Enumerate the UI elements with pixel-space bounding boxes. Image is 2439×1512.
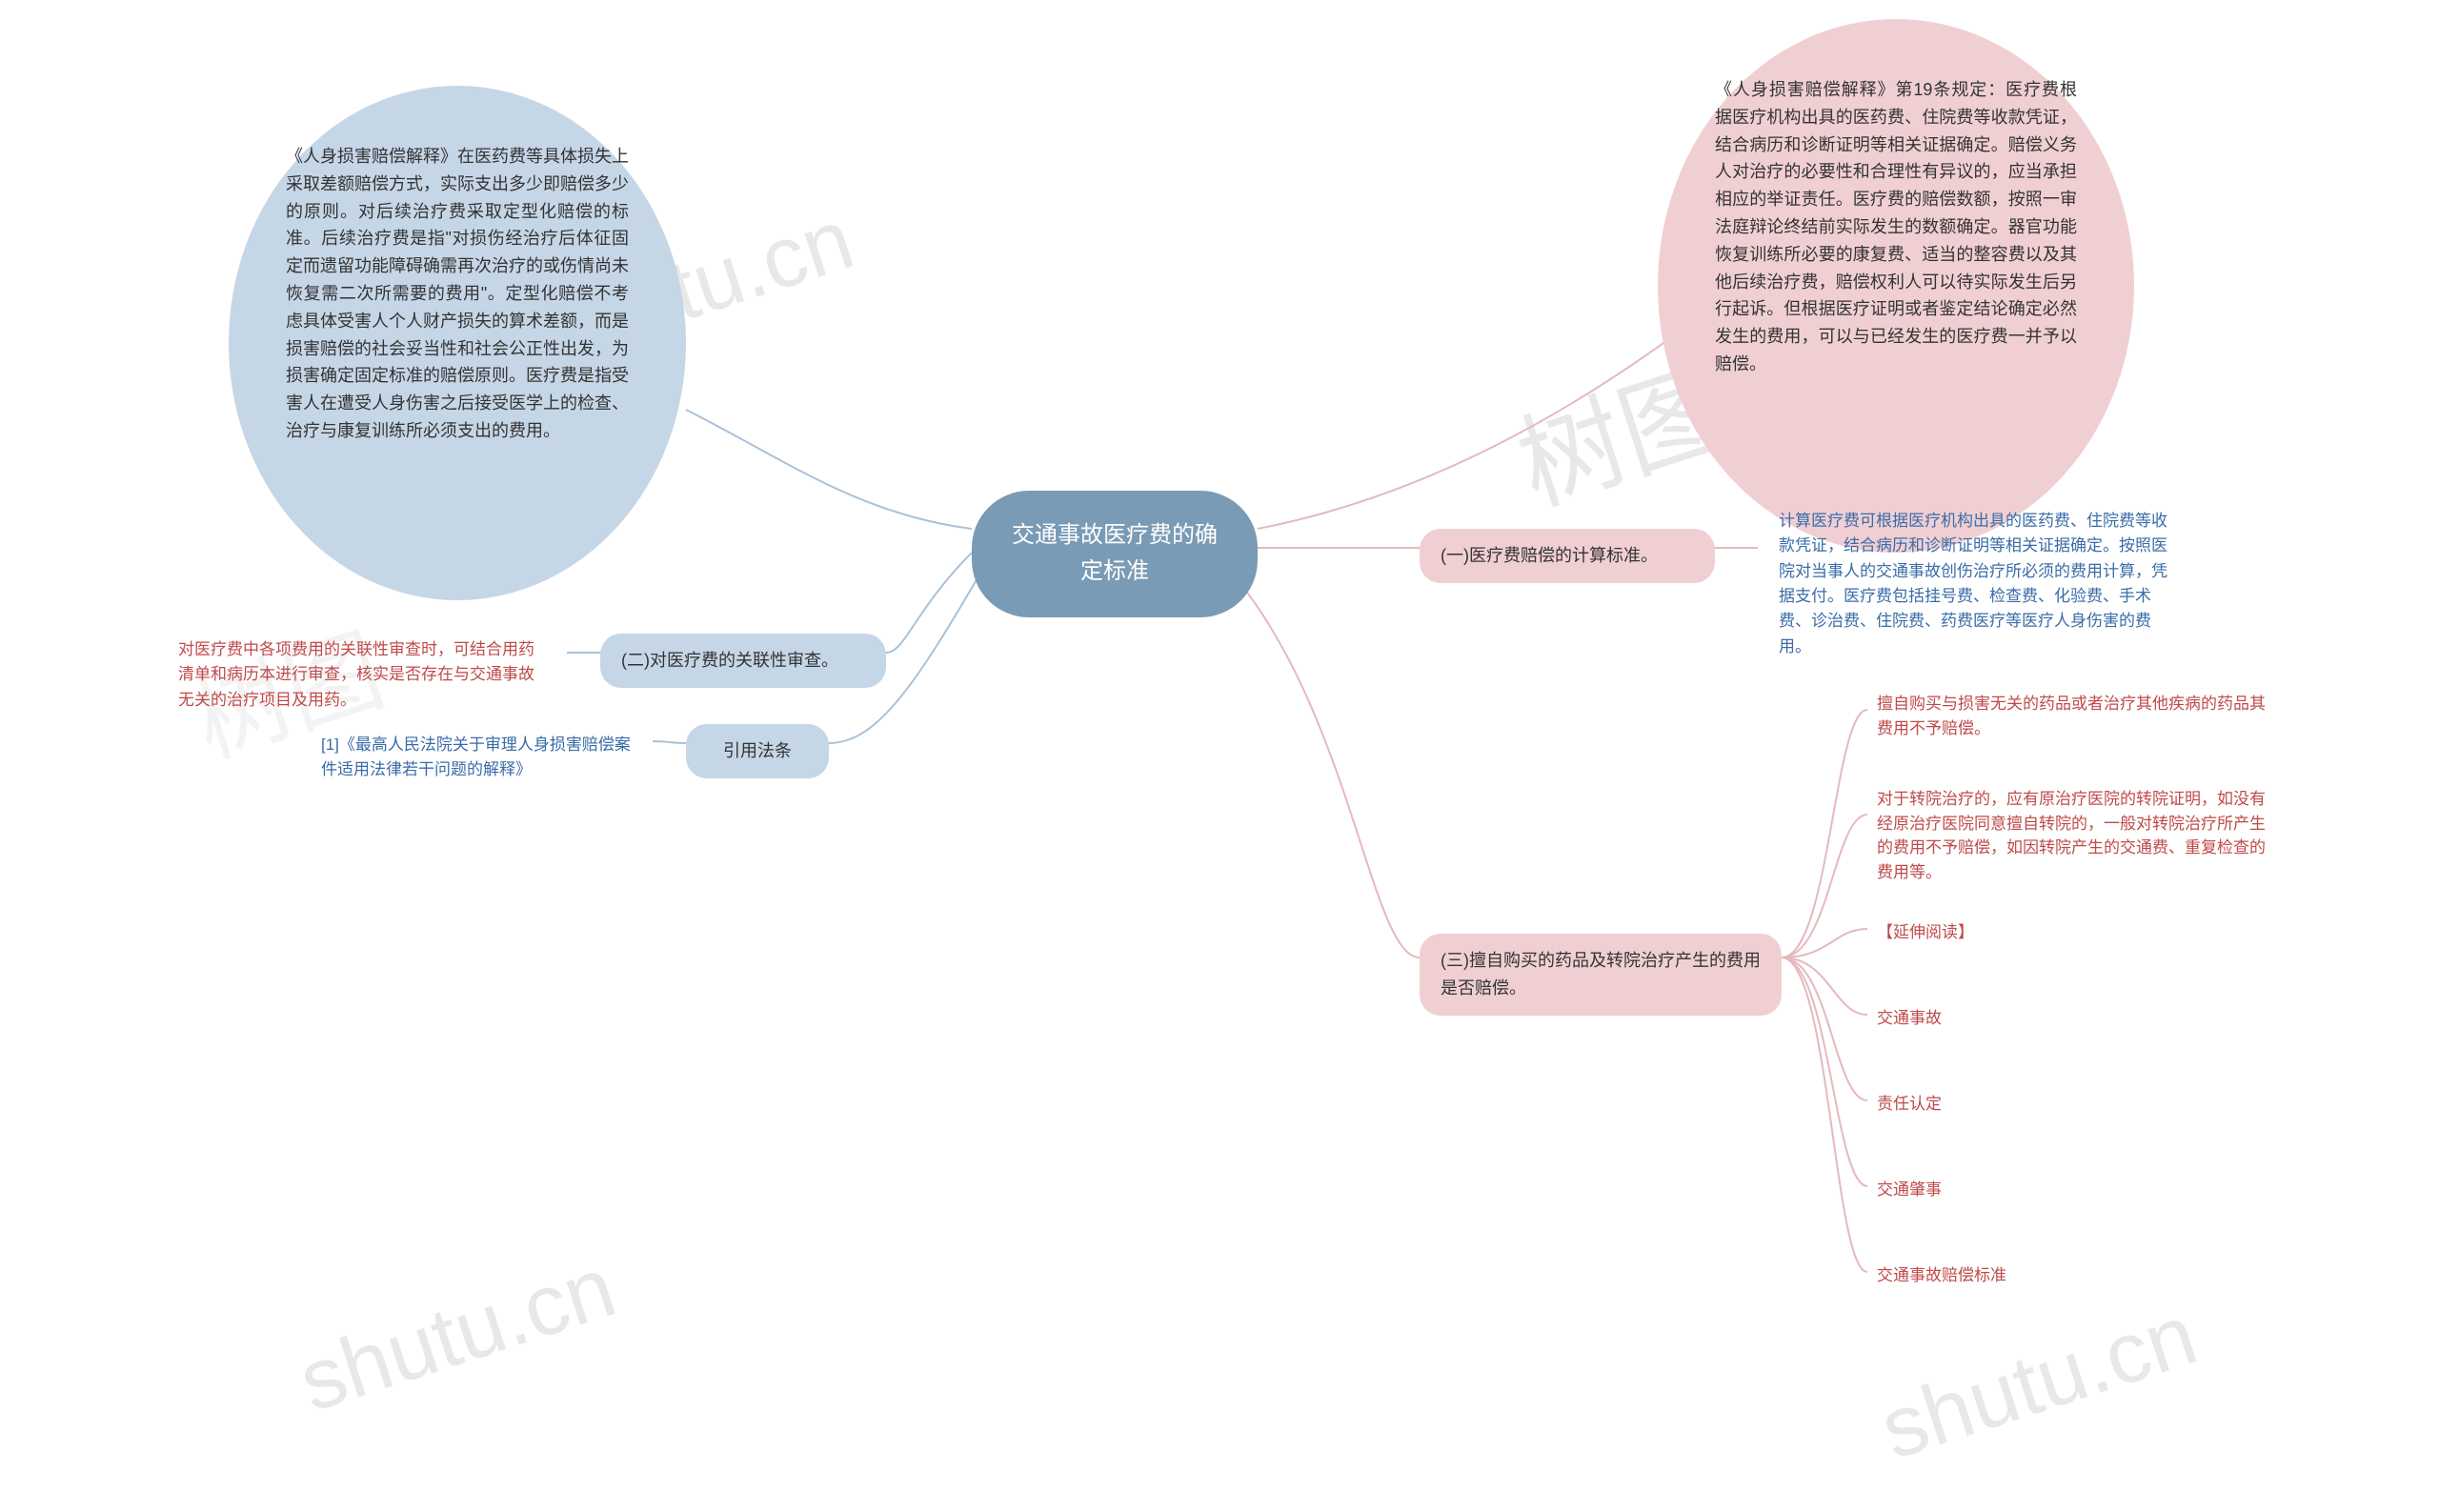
left-item2-detail: 对医疗费中各项费用的关联性审查时，可结合用药清单和病历本进行审查，核实是否存在与… [157,624,567,726]
left-item3-label: 引用法条 [723,741,792,760]
right-sub2: 对于转院治疗的，应有原治疗医院的转院证明，如没有经原治疗医院同意擅自转院的，一般… [1867,781,2287,890]
pink-oval-node[interactable]: 《人身损害赔偿解释》第19条规定：医疗费根据医疗机构出具的医药费、住院费等收款凭… [1658,19,2134,553]
right-item3-label: (三)擅自购买的药品及转院治疗产生的费用是否赔偿。 [1441,951,1761,998]
right-item3-node[interactable]: (三)擅自购买的药品及转院治疗产生的费用是否赔偿。 [1420,934,1782,1016]
right-sub3: 【延伸阅读】 [1867,915,2058,951]
right-item1-label: (一)医疗费赔偿的计算标准。 [1441,546,1658,565]
left-item2-label: (二)对医疗费的关联性审查。 [621,651,838,670]
right-item1-detail: 计算医疗费可根据医疗机构出具的医药费、住院费等收款凭证，结合病历和诊断证明等相关… [1758,495,2196,673]
left-item3-detail: [1]《最高人民法院关于审理人身损害赔偿案件适用法律若干问题的解释》 [300,719,653,796]
blue-oval-node[interactable]: 《人身损害赔偿解释》在医药费等具体损失上采取差额赔偿方式，实际支出多少即赔偿多少… [229,86,686,600]
right-sub1: 擅自购买与损害无关的药品或者治疗其他疾病的药品其费用不予赔偿。 [1867,686,2277,746]
right-sub7: 交通事故赔偿标准 [1867,1258,2106,1294]
right-item1-node[interactable]: (一)医疗费赔偿的计算标准。 [1420,529,1715,583]
watermark: shutu.cn [1869,1286,2207,1480]
left-item2-node[interactable]: (二)对医疗费的关联性审查。 [600,634,886,688]
pink-oval-text: 《人身损害赔偿解释》第19条规定：医疗费根据医疗机构出具的医药费、住院费等收款凭… [1715,80,2077,373]
right-sub6: 交通肇事 [1867,1172,2058,1208]
right-sub4: 交通事故 [1867,1000,2058,1037]
right-sub5: 责任认定 [1867,1086,2058,1122]
blue-oval-text: 《人身损害赔偿解释》在医药费等具体损失上采取差额赔偿方式，实际支出多少即赔偿多少… [286,147,629,440]
center-title: 交通事故医疗费的确定标准 [1012,522,1218,584]
left-item3-node[interactable]: 引用法条 [686,724,829,778]
center-node[interactable]: 交通事故医疗费的确定标准 [972,491,1258,617]
watermark: shutu.cn [288,1239,626,1432]
